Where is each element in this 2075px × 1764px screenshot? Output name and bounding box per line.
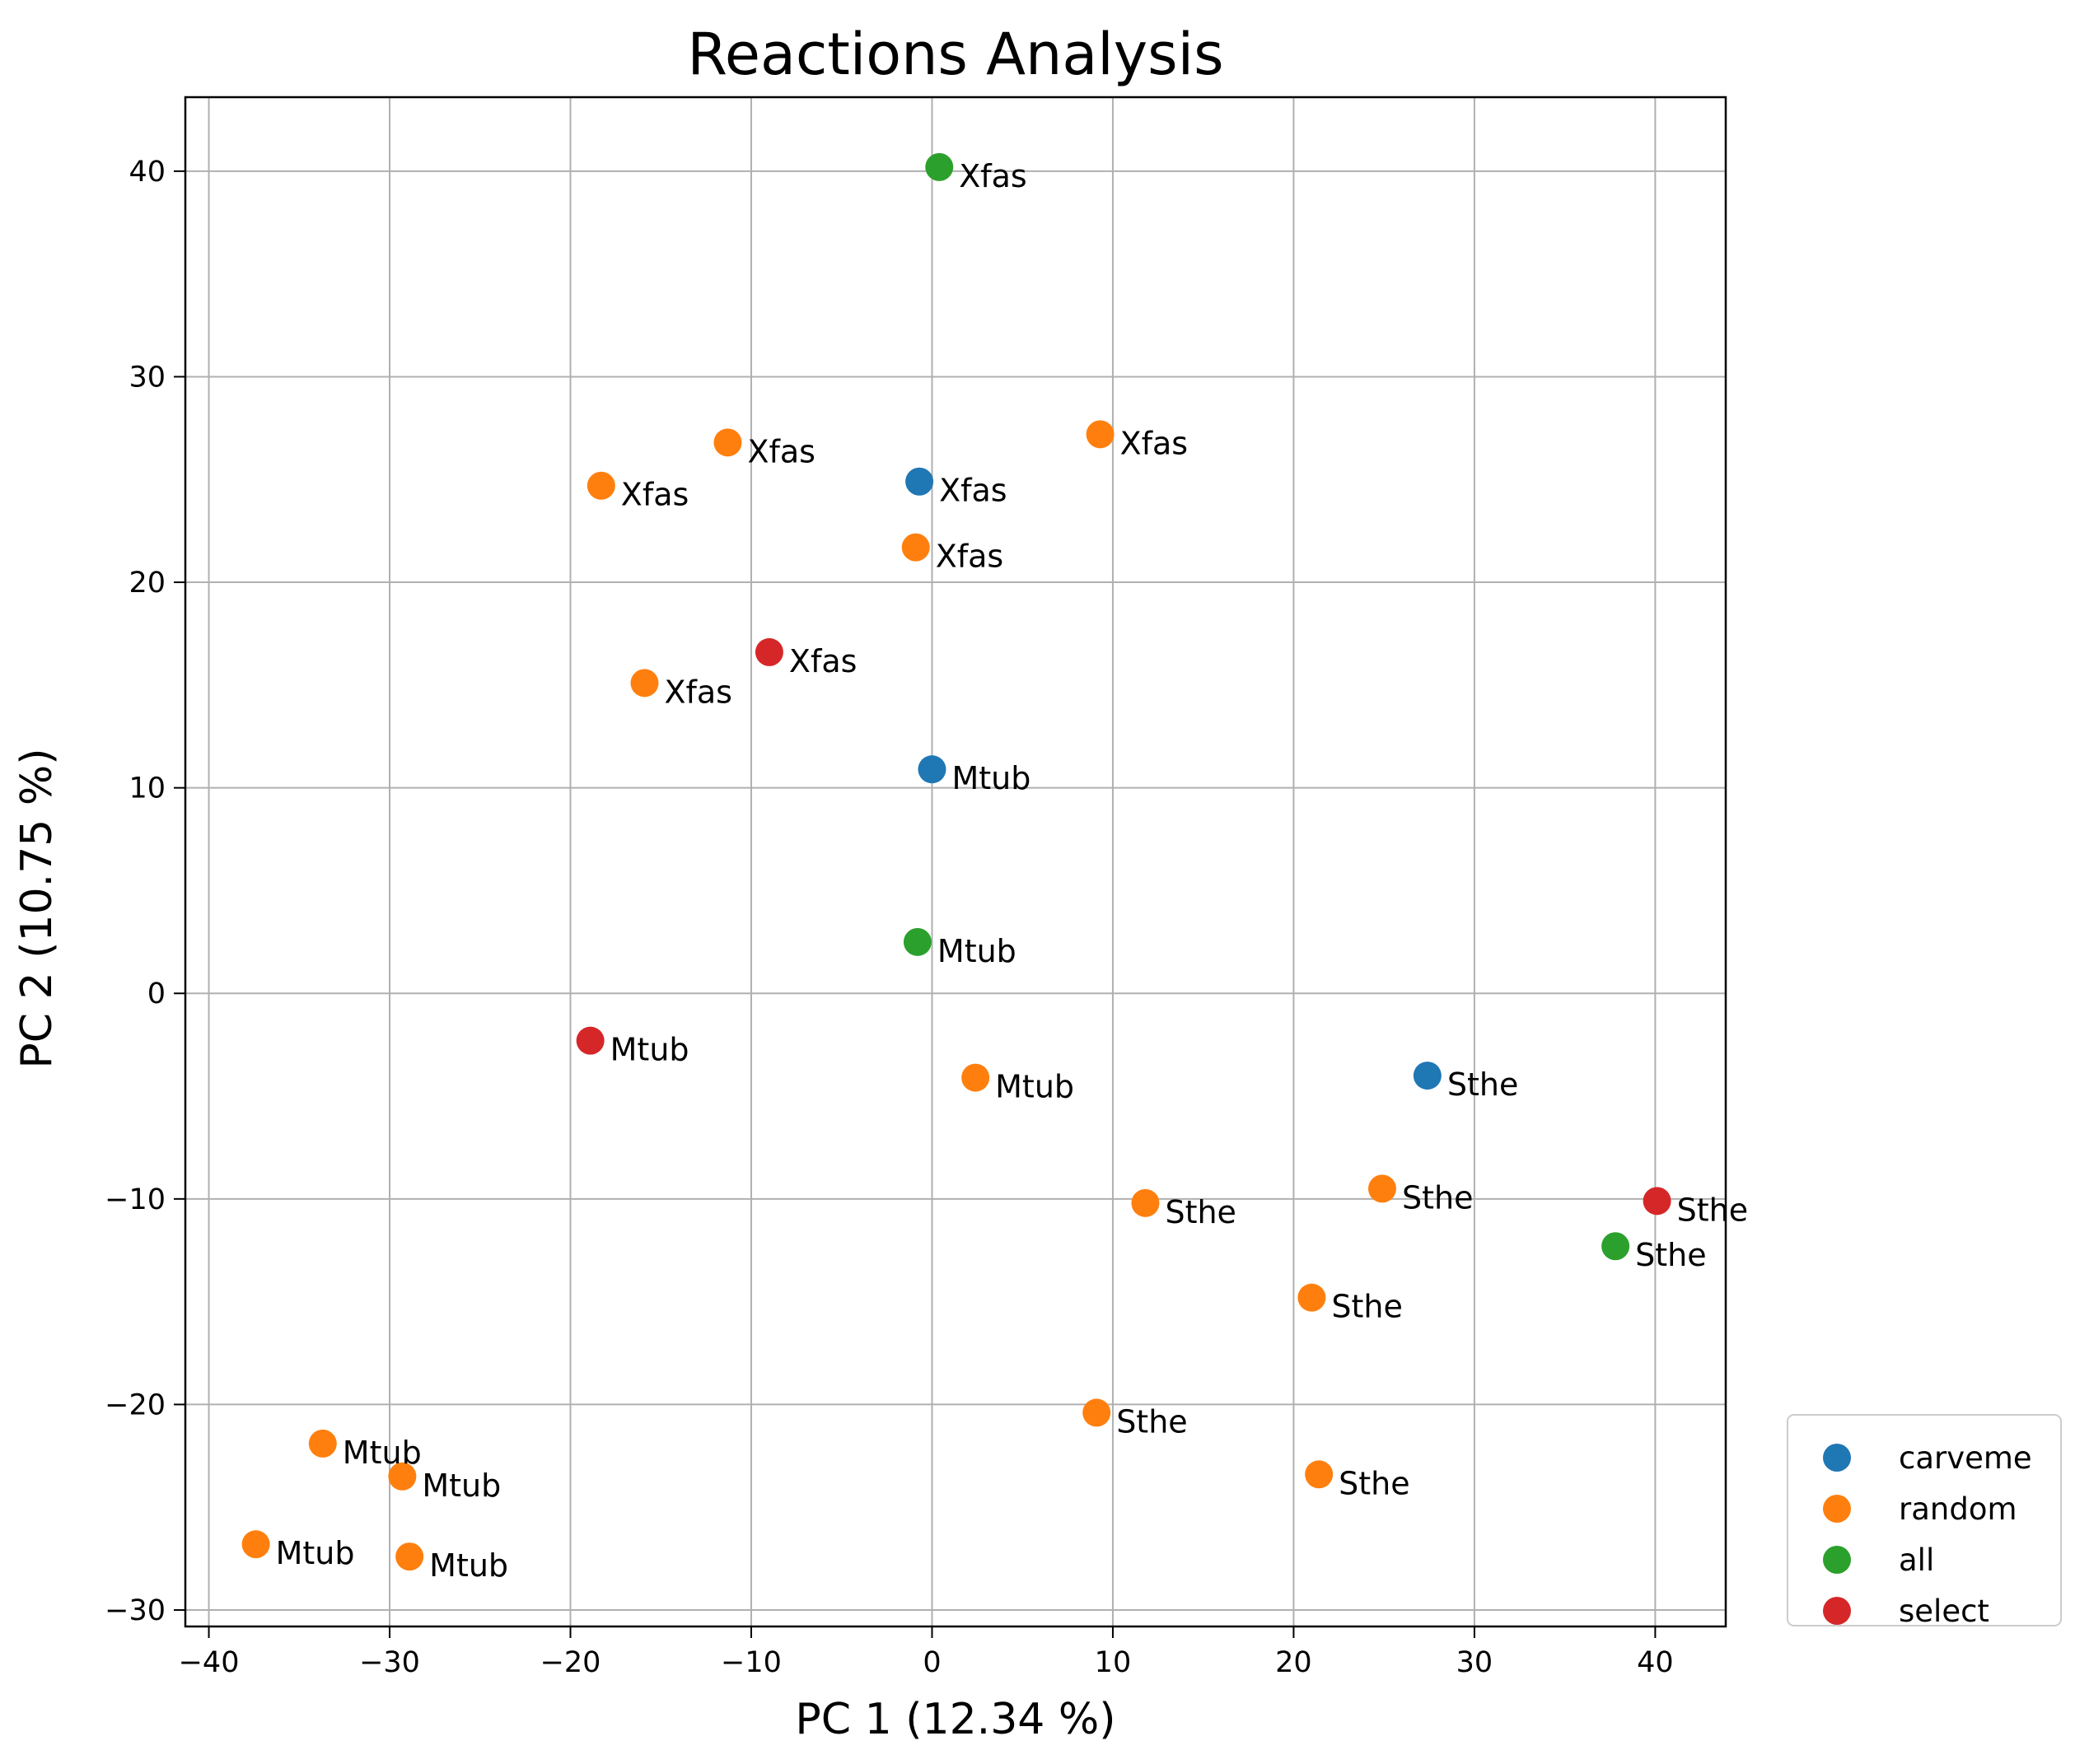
data-point-select [576,1026,605,1055]
data-point-random [1297,1283,1326,1312]
x-tick-label: −10 [721,1646,782,1679]
legend-label-carveme: carveme [1899,1440,2032,1476]
point-label: Mtub [429,1547,508,1584]
axis-ticks: −40 −30 −20 −10 0 10 20 30 40 −30 −20 −10 0 10 20 30 40 [105,156,1674,1679]
data-point-random [713,428,742,457]
x-tick-label: 0 [923,1646,941,1679]
x-axis-label: PC 1 (12.34 %) [795,1695,1115,1744]
point-label: Xfas [789,643,857,679]
point-label: Mtub [610,1032,689,1068]
point-label: Sthe [1116,1403,1187,1440]
x-tick-label: −30 [359,1646,420,1679]
legend-label-select: select [1899,1594,1989,1629]
data-point-carveme [918,755,946,784]
data-point-all [925,152,954,181]
data-point-random [961,1063,990,1092]
y-tick-label: 30 [129,361,166,394]
data-point-carveme [1413,1062,1442,1090]
legend-frame [1787,1414,2062,1626]
data-point-random [1082,1398,1111,1427]
point-label: Xfas [939,473,1007,509]
y-tick-label: 40 [129,156,166,189]
point-label: Xfas [664,674,732,710]
data-point-carveme [905,467,934,496]
data-point-random [395,1542,424,1571]
x-tick-label: 30 [1456,1646,1493,1679]
x-tick-label: −20 [540,1646,601,1679]
point-label: Mtub [937,933,1016,969]
data-point-random [901,533,930,562]
data-point-all [1601,1232,1630,1261]
point-label: Xfas [959,158,1027,194]
legend-label-random: random [1899,1491,2017,1527]
chart-title: Reactions Analysis [687,21,1223,88]
x-tick-label: 40 [1637,1646,1674,1679]
plot-frame [184,96,1727,1628]
point-label: Sthe [1447,1066,1518,1103]
data-point-random [388,1462,417,1491]
legend: carveme random all select [1787,1414,2062,1629]
legend-marker-carveme [1823,1444,1851,1472]
point-label: Sthe [1331,1289,1402,1325]
y-tick-label: −10 [105,1183,166,1216]
data-point-random [241,1530,270,1559]
point-label: Xfas [747,433,816,469]
legend-marker-all [1823,1546,1851,1574]
data-point-random [1367,1174,1396,1203]
point-label: Sthe [1339,1465,1409,1501]
point-label: Xfas [621,477,689,513]
point-label: Mtub [343,1435,422,1471]
point-label: Sthe [1165,1194,1236,1230]
point-label: Mtub [422,1468,501,1504]
x-tick-label: 10 [1095,1646,1132,1679]
y-tick-label: 10 [129,772,166,805]
x-tick-label: −40 [179,1646,240,1679]
y-tick-label: 0 [147,978,166,1010]
point-label: Xfas [936,539,1004,575]
data-point-random [587,471,615,500]
data-point-select [755,637,783,666]
point-label: Mtub [276,1535,355,1571]
grid [185,97,1726,1626]
data-point-all [903,927,932,956]
point-label: Sthe [1635,1237,1706,1273]
legend-marker-random [1823,1495,1851,1523]
data-points [241,152,1671,1571]
legend-marker-select [1823,1597,1851,1625]
x-tick-label: 20 [1275,1646,1312,1679]
y-tick-label: 20 [129,567,166,600]
point-label: Mtub [951,760,1030,796]
data-point-random [630,669,659,698]
y-tick-label: −30 [105,1594,166,1627]
point-labels: Xfas Mtub Sthe Xfas Xfas Xfas Xfas Xfas Mtub Sthe… [276,158,1748,1584]
data-point-random [1305,1460,1334,1489]
data-point-random [1131,1188,1160,1217]
data-point-random [1086,420,1115,449]
point-label: Sthe [1402,1179,1473,1216]
y-tick-label: −20 [105,1388,166,1421]
point-label: Mtub [995,1069,1074,1105]
point-label: Xfas [1120,425,1189,461]
point-label: Sthe [1677,1192,1748,1228]
y-axis-label: PC 2 (10.75 %) [12,748,62,1068]
data-point-random [308,1429,337,1458]
legend-label-all: all [1899,1542,1934,1578]
data-point-select [1643,1187,1671,1216]
